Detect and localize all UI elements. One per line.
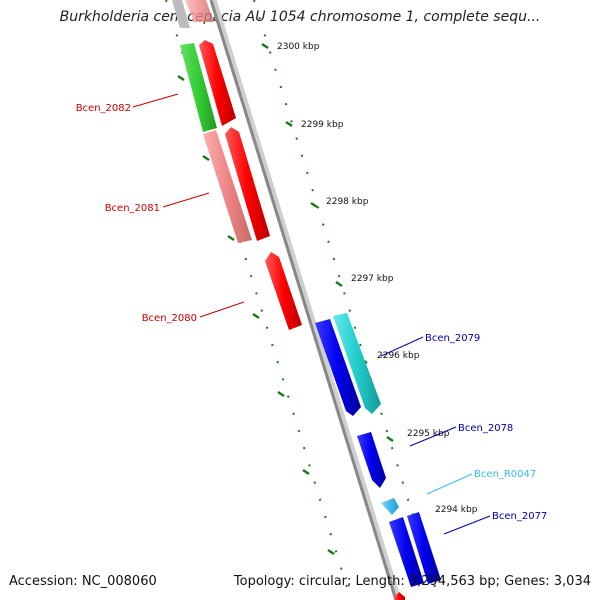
leader-bcen-2078 (409, 426, 457, 447)
leader-bcen-r0047 (426, 473, 473, 495)
gene-bcen-2078[interactable] (357, 432, 386, 488)
gene-bcen-2079[interactable] (315, 319, 361, 416)
major-ticks (177, 42, 419, 556)
gene-red-upper[interactable] (199, 40, 236, 126)
kbp-label-2299: 2299 kbp (301, 120, 344, 130)
gene-bottom-red[interactable] (394, 592, 405, 600)
gene-bcen-r0047[interactable] (381, 498, 399, 515)
gene-bcen-2079-cyan[interactable] (333, 313, 381, 414)
gene-bcen-2080[interactable] (265, 252, 302, 330)
gene-bcen-2082[interactable] (180, 43, 217, 132)
kbp-label-2296: 2296 kbp (377, 351, 420, 361)
gene-label-bcen-2080[interactable]: Bcen_2080 (142, 313, 197, 324)
outer-tick-track (253, 0, 440, 600)
leader-bcen-2079 (380, 336, 424, 357)
chromosome-backbone (209, 0, 398, 600)
gene-label-bcen-2078[interactable]: Bcen_2078 (458, 423, 513, 434)
gene-bcen-2077[interactable] (389, 517, 424, 587)
leader-bcen-2081 (162, 192, 210, 208)
leader-bcen-2077 (443, 515, 491, 535)
leader-bcen-2082 (132, 93, 179, 108)
accession-label: Accession: NC_008060 (9, 574, 157, 589)
kbp-label-2298: 2298 kbp (326, 197, 369, 207)
gene-red-middle[interactable] (225, 127, 270, 241)
genome-stats: Topology: circular; Length: 3,294,563 bp… (233, 574, 591, 589)
kbp-label-2297: 2297 kbp (351, 274, 394, 284)
gene-top-pink[interactable] (185, 0, 214, 22)
leader-bcen-2080 (199, 301, 245, 318)
chromosome-backbone-shadow (209, 0, 402, 600)
gene-label-bcen-2082[interactable]: Bcen_2082 (76, 103, 131, 114)
kbp-label-2295: 2295 kbp (407, 429, 450, 439)
inner-tick-track (165, 0, 352, 600)
gene-bcen-2081[interactable] (203, 130, 252, 243)
gene-top-gray[interactable] (172, 0, 190, 28)
gene-label-bcen-2079[interactable]: Bcen_2079 (425, 333, 480, 344)
gene-bcen-2077-b[interactable] (407, 512, 441, 584)
gene-label-bcen-2081[interactable]: Bcen_2081 (105, 203, 160, 214)
gene-label-bcen-2077[interactable]: Bcen_2077 (492, 511, 547, 522)
kbp-label-2294: 2294 kbp (435, 505, 478, 515)
gene-label-bcen-r0047[interactable]: Bcen_R0047 (474, 469, 536, 480)
kbp-label-2300: 2300 kbp (277, 42, 320, 52)
